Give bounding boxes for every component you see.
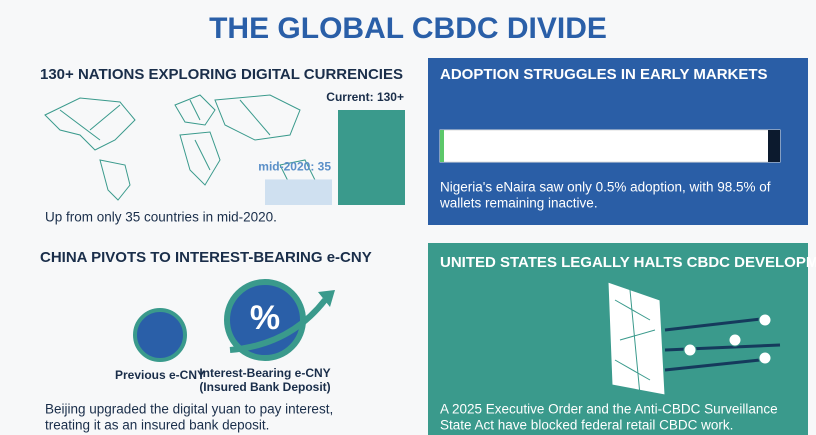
arrow-head (318, 290, 335, 307)
bar-label: Current: 130+ (326, 90, 404, 104)
coin-icon (133, 308, 187, 362)
panel-body: treating it as an insured bank deposit. (45, 418, 269, 433)
progress-end (768, 130, 780, 162)
progress-fill (440, 130, 444, 162)
panel-heading: CHINA PIVOTS TO INTEREST-BEARING e-CNY (40, 249, 372, 266)
icon-label: (Insured Bank Deposit) (199, 380, 330, 394)
panel-heading: UNITED STATES LEGALLY HALTS CBDC DEVELOP… (440, 254, 816, 271)
icon-label: Previous e-CNY (115, 368, 205, 382)
panel-heading: 130+ NATIONS EXPLORING DIGITAL CURRENCIE… (40, 66, 403, 83)
world-map (44, 94, 316, 201)
panel-body: Nigeria's eNaira saw only 0.5% adoption,… (440, 180, 771, 195)
bar (338, 110, 405, 205)
icon-symbol: % (250, 299, 280, 337)
progress-track (439, 129, 781, 163)
panel-body: State Act have blocked federal retail CB… (440, 418, 733, 433)
bar (265, 179, 332, 205)
wall-illustration (607, 281, 781, 396)
panel-body: wallets remaining inactive. (439, 196, 598, 211)
page-title: THE GLOBAL CBDC DIVIDE (209, 12, 607, 45)
panel-body: Up from only 35 countries in mid-2020. (45, 210, 277, 225)
panel-body: A 2025 Executive Order and the Anti-CBDC… (440, 402, 778, 417)
arrow (229, 298, 328, 353)
panel-heading: ADOPTION STRUGGLES IN EARLY MARKETS (440, 66, 768, 83)
icon-label: Interest-Bearing e-CNY (199, 366, 330, 380)
bar-label: mid-2020: 35 (258, 160, 331, 174)
panel-body: Beijing upgraded the digital yuan to pay… (45, 402, 333, 417)
